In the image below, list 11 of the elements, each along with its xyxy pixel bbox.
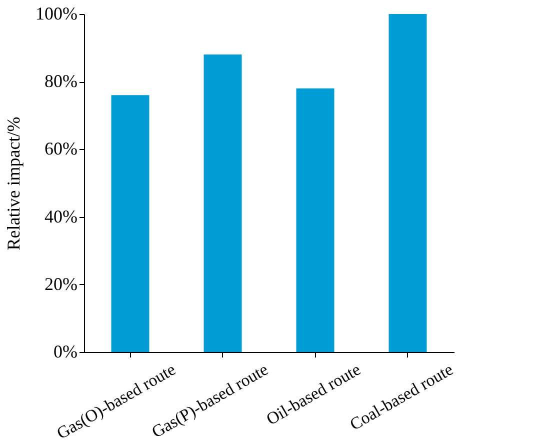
y-tick-label: 60%: [44, 138, 78, 159]
bar: [111, 95, 150, 352]
bar: [296, 88, 334, 352]
y-tick-label: 40%: [44, 206, 78, 226]
y-axis-title: Relative impact/%: [4, 116, 24, 250]
y-tick-label: 100%: [36, 4, 78, 24]
y-tick-label: 20%: [44, 274, 78, 294]
bar: [388, 14, 427, 352]
y-tick-label: 80%: [44, 71, 78, 92]
y-tick-label: 0%: [54, 342, 78, 362]
bar: [204, 54, 242, 352]
